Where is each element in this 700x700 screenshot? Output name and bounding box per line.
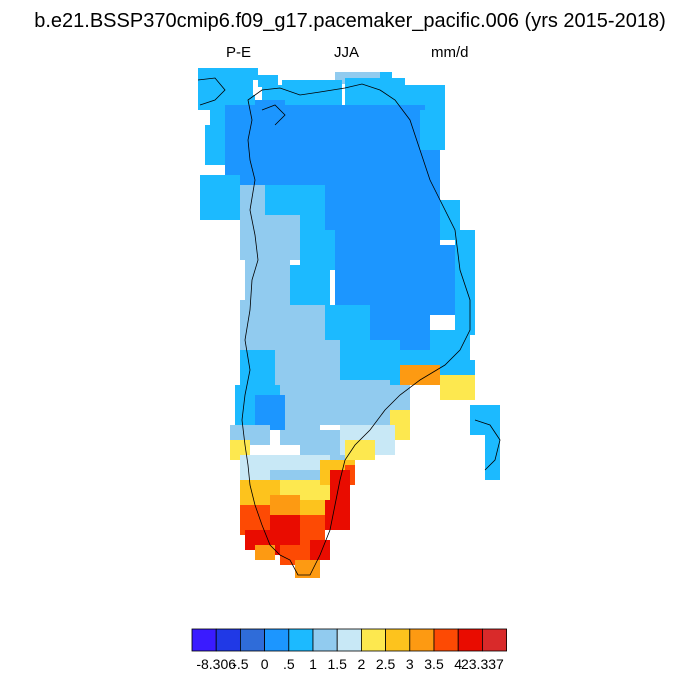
colorbar-box <box>433 628 459 652</box>
season-label: JJA <box>334 44 360 61</box>
colorbar-box <box>215 628 241 652</box>
colorbar-box <box>336 628 362 652</box>
grid-cell <box>300 230 335 270</box>
colorbar-box <box>409 628 435 652</box>
grid-cell <box>270 305 330 340</box>
grid-cell <box>240 215 300 260</box>
grid-cell <box>255 545 275 560</box>
coastline <box>474 419 501 471</box>
colorbar-box <box>288 628 314 652</box>
grid-cell <box>255 395 285 430</box>
colorbar-box <box>481 628 507 652</box>
variable-label: P-E <box>226 44 252 61</box>
grid-cell <box>320 380 390 425</box>
grid-cell <box>320 540 330 560</box>
grid-cell <box>325 150 440 250</box>
grid-cell <box>255 150 325 190</box>
coastline <box>241 83 471 576</box>
grid-cell <box>295 560 320 578</box>
colorbar-box <box>191 628 217 652</box>
grid-cell <box>455 230 475 300</box>
colorbar-tick-label: .5 <box>283 656 295 672</box>
grid-cell <box>200 175 240 220</box>
map-title: b.e21.BSSP370cmip6.f09_g17.pacemaker_pac… <box>34 10 666 32</box>
colorbar-tick-label: 0 <box>261 656 269 672</box>
colorbar-tick-label: 3 <box>406 656 414 672</box>
grid-cell <box>390 385 410 415</box>
coastline <box>197 77 226 106</box>
units-label: mm/d <box>431 44 469 61</box>
colorbar-box <box>457 628 483 652</box>
colorbar-boxes <box>191 628 507 652</box>
colorbar-box <box>239 628 265 652</box>
colorbar-tick-label: -8.306 <box>196 656 236 672</box>
grid-cell <box>440 375 475 400</box>
grid-cell <box>330 470 350 505</box>
grid-cell <box>245 255 290 305</box>
grid-cell <box>400 365 440 385</box>
colorbar-box <box>312 628 338 652</box>
grid-cell <box>258 75 278 87</box>
colorbar-labels: -8.306-.5 0 .5 1 1.5 2 2.5 3 3.5 423.337 <box>196 656 504 672</box>
colorbar-tick-label: 1.5 <box>327 656 347 672</box>
grid-cell <box>420 110 445 150</box>
colorbar-tick-label: 3.5 <box>424 656 444 672</box>
coastline-outline <box>197 77 501 576</box>
colorbar-tick-label: 2.5 <box>376 656 396 672</box>
colorbar-tick-label: 2 <box>358 656 366 672</box>
grid-cell <box>198 68 258 80</box>
grid-cell <box>340 340 400 385</box>
colorbar-tick-label: 1 <box>309 656 317 672</box>
coastline <box>261 104 286 126</box>
grid-cell <box>255 100 285 120</box>
colorbar-box <box>360 628 386 652</box>
grid-cell <box>325 305 370 345</box>
colorbar-tick-label: 4 <box>454 656 462 672</box>
colorbar-tick-label: 23.337 <box>461 656 504 672</box>
grid-cell <box>485 435 500 480</box>
colorbar-box <box>264 628 290 652</box>
grid-cell <box>345 440 375 460</box>
colorbar-tick-label: -.5 <box>232 656 249 672</box>
colorbar-box <box>385 628 411 652</box>
grid-cell <box>290 265 330 310</box>
grid-cell <box>325 500 350 530</box>
